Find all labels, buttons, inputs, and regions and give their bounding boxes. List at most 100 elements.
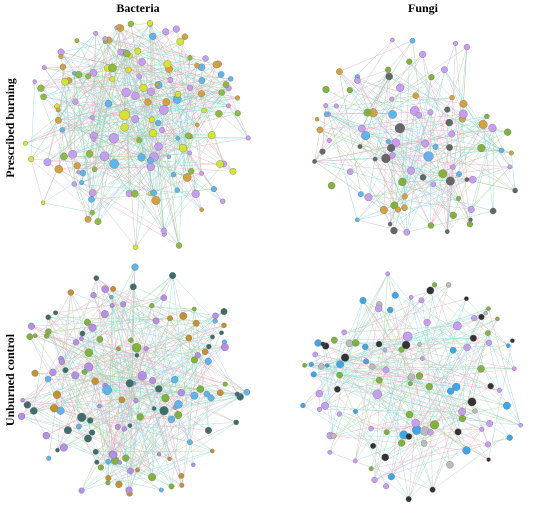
node (449, 211, 457, 219)
edge (55, 312, 108, 391)
node (122, 454, 130, 462)
edge (56, 394, 160, 455)
edge (128, 66, 202, 71)
nodes (22, 20, 251, 251)
node (182, 173, 192, 182)
node (477, 365, 485, 373)
edge (40, 84, 158, 89)
edge (40, 78, 113, 89)
edge (107, 476, 153, 484)
edge (40, 88, 157, 201)
edge (314, 161, 473, 180)
node (204, 426, 212, 434)
node (85, 150, 94, 158)
edge (93, 294, 157, 322)
node (105, 475, 112, 482)
edge (387, 273, 459, 433)
node (381, 453, 390, 462)
edge (155, 92, 222, 201)
node (459, 100, 468, 108)
edge (58, 105, 229, 121)
node (79, 336, 84, 341)
edge (319, 409, 374, 447)
edge (58, 87, 191, 121)
node (53, 390, 62, 399)
edge (368, 179, 473, 198)
node (243, 388, 251, 396)
edge (118, 22, 151, 27)
node (207, 394, 215, 402)
edge (474, 317, 515, 369)
node (23, 401, 32, 409)
node (120, 123, 129, 132)
node (324, 363, 330, 368)
edge (377, 393, 490, 424)
node (429, 486, 436, 493)
edge (150, 91, 198, 126)
node (405, 496, 412, 503)
edge (447, 43, 456, 232)
edge (137, 50, 191, 59)
edge (431, 77, 453, 98)
edge (112, 396, 241, 456)
node (128, 337, 134, 343)
node (79, 180, 85, 186)
edge (325, 89, 516, 191)
node (136, 137, 143, 144)
node (478, 313, 485, 321)
node (114, 423, 121, 430)
node (73, 162, 81, 170)
node (169, 272, 177, 280)
edge (135, 157, 142, 248)
node (129, 283, 137, 291)
edge (94, 275, 173, 382)
edge (155, 320, 176, 380)
edge (158, 332, 222, 455)
edge (62, 129, 95, 170)
node (143, 346, 149, 352)
node (314, 116, 320, 122)
edge (117, 383, 135, 427)
node (174, 187, 180, 193)
edge (188, 58, 206, 136)
edge (487, 333, 521, 426)
node (146, 162, 155, 172)
node (91, 166, 98, 173)
edge (70, 292, 77, 343)
node (174, 400, 183, 409)
node (498, 147, 505, 154)
node (497, 387, 503, 393)
node (483, 311, 488, 316)
node (445, 176, 455, 186)
edge (163, 173, 202, 231)
network (18, 263, 251, 497)
node (412, 92, 419, 99)
node (212, 60, 221, 69)
edge (339, 374, 404, 436)
edge (408, 318, 498, 500)
edge (70, 292, 108, 391)
node (120, 301, 127, 308)
edge (322, 300, 422, 345)
edge (135, 388, 159, 401)
node (85, 73, 92, 80)
node (446, 461, 454, 469)
node (179, 312, 188, 320)
edge (43, 76, 89, 98)
node (372, 389, 382, 399)
node (444, 106, 451, 113)
edge (58, 80, 70, 170)
node (76, 423, 82, 430)
node (79, 169, 87, 177)
edge (404, 110, 416, 208)
edge (432, 313, 486, 490)
edge (34, 81, 89, 220)
node (227, 76, 234, 82)
node (55, 447, 60, 453)
edge (314, 127, 493, 162)
edge (344, 357, 467, 451)
edge (44, 63, 219, 68)
edge (108, 477, 162, 491)
edge (128, 393, 207, 491)
node (31, 369, 39, 377)
